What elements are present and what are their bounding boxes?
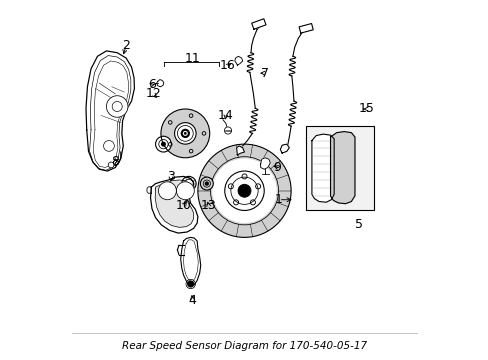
Text: Rear Speed Sensor Diagram for 170-540-05-17: Rear Speed Sensor Diagram for 170-540-05… xyxy=(122,341,366,351)
Circle shape xyxy=(108,162,114,168)
Polygon shape xyxy=(330,132,354,204)
Circle shape xyxy=(183,131,187,136)
Circle shape xyxy=(161,109,209,158)
Text: 4: 4 xyxy=(188,294,196,307)
Circle shape xyxy=(106,96,128,117)
Circle shape xyxy=(174,123,196,144)
Bar xyxy=(305,126,373,211)
Circle shape xyxy=(198,144,290,237)
Polygon shape xyxy=(156,80,163,87)
Text: 15: 15 xyxy=(358,103,374,116)
Circle shape xyxy=(161,141,165,147)
Text: 2: 2 xyxy=(122,39,130,52)
Circle shape xyxy=(158,182,176,200)
Circle shape xyxy=(212,158,276,223)
Polygon shape xyxy=(251,19,265,29)
Circle shape xyxy=(200,177,213,190)
Text: 10: 10 xyxy=(175,199,191,212)
Text: 1: 1 xyxy=(274,193,282,206)
Text: 14: 14 xyxy=(218,109,233,122)
Circle shape xyxy=(224,127,231,134)
Text: 11: 11 xyxy=(184,51,200,64)
Circle shape xyxy=(176,182,194,200)
Polygon shape xyxy=(299,23,313,33)
Text: 6: 6 xyxy=(148,78,156,91)
Polygon shape xyxy=(86,51,134,171)
Text: 9: 9 xyxy=(272,161,280,174)
Circle shape xyxy=(103,140,114,151)
Text: 3: 3 xyxy=(167,170,175,183)
Text: 12: 12 xyxy=(145,87,161,100)
Text: 7: 7 xyxy=(261,67,269,80)
Polygon shape xyxy=(150,176,198,233)
Circle shape xyxy=(155,136,171,152)
Text: 13: 13 xyxy=(201,199,216,212)
Circle shape xyxy=(183,132,186,135)
Text: 16: 16 xyxy=(219,59,235,72)
Circle shape xyxy=(182,176,196,191)
Polygon shape xyxy=(234,56,242,65)
Circle shape xyxy=(204,181,208,186)
Polygon shape xyxy=(280,144,289,153)
Circle shape xyxy=(187,280,194,288)
Polygon shape xyxy=(236,146,244,155)
Circle shape xyxy=(180,129,190,138)
Polygon shape xyxy=(311,134,333,202)
Polygon shape xyxy=(180,237,201,286)
Text: 8: 8 xyxy=(110,155,119,168)
Polygon shape xyxy=(155,180,193,227)
Polygon shape xyxy=(147,187,151,193)
Text: 5: 5 xyxy=(354,218,363,231)
Circle shape xyxy=(238,184,250,197)
Polygon shape xyxy=(260,158,270,169)
